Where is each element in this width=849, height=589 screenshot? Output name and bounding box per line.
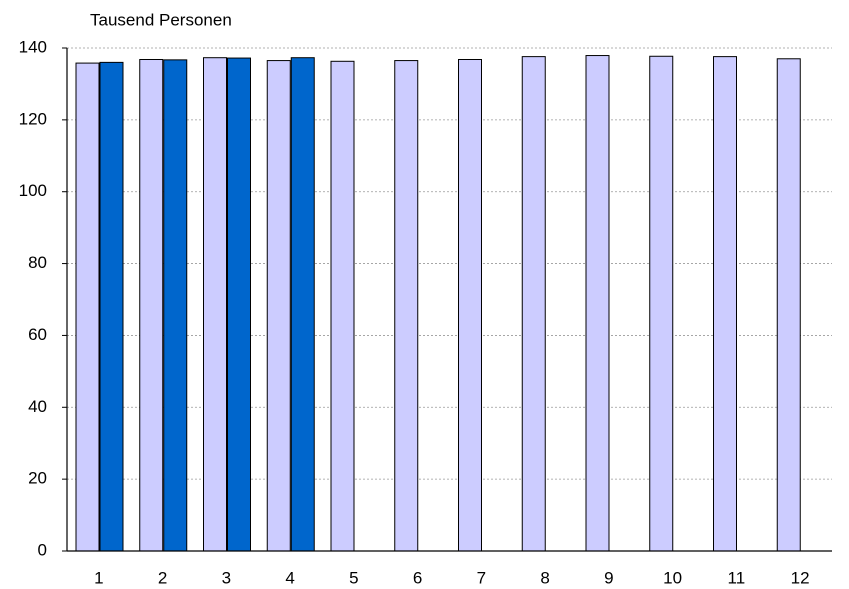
- y-tick-label: 40: [28, 397, 47, 416]
- x-tick-label: 12: [791, 568, 810, 587]
- y-tick-label: 60: [28, 325, 47, 344]
- x-tick-label: 10: [663, 568, 682, 587]
- x-tick-label: 5: [349, 568, 358, 587]
- y-tick-label: 140: [19, 37, 47, 56]
- x-tick-label: 2: [158, 568, 167, 587]
- bar: [330, 60, 355, 552]
- x-tick-label: 6: [413, 568, 422, 587]
- bar: [776, 58, 801, 552]
- bar: [713, 56, 737, 552]
- bar: [290, 57, 315, 552]
- x-tick-label: 11: [728, 568, 746, 587]
- bar: [649, 55, 674, 552]
- y-tick-label: 20: [28, 469, 47, 488]
- x-tick-label: 9: [604, 568, 613, 587]
- bar: [458, 58, 482, 552]
- bar: [99, 61, 124, 552]
- y-tick-label: 80: [28, 253, 47, 272]
- bar: [394, 60, 419, 552]
- y-tick-label: 100: [19, 181, 47, 200]
- x-tick-label: 1: [94, 568, 103, 587]
- bar: [203, 57, 227, 552]
- x-tick-label: 4: [285, 568, 294, 587]
- bar: [163, 59, 188, 552]
- y-axis-title: Tausend Personen: [90, 10, 232, 29]
- bar: [139, 58, 164, 552]
- bar: [266, 60, 291, 552]
- y-tick-label: 0: [38, 540, 47, 559]
- y-tick-label: 120: [19, 109, 47, 128]
- x-tick-label: 8: [540, 568, 549, 587]
- bar: [227, 57, 251, 552]
- x-tick-label: 7: [477, 568, 486, 587]
- bar: [75, 62, 100, 552]
- x-tick-label: 3: [222, 568, 231, 587]
- bar: [521, 56, 546, 552]
- bar: [585, 55, 610, 552]
